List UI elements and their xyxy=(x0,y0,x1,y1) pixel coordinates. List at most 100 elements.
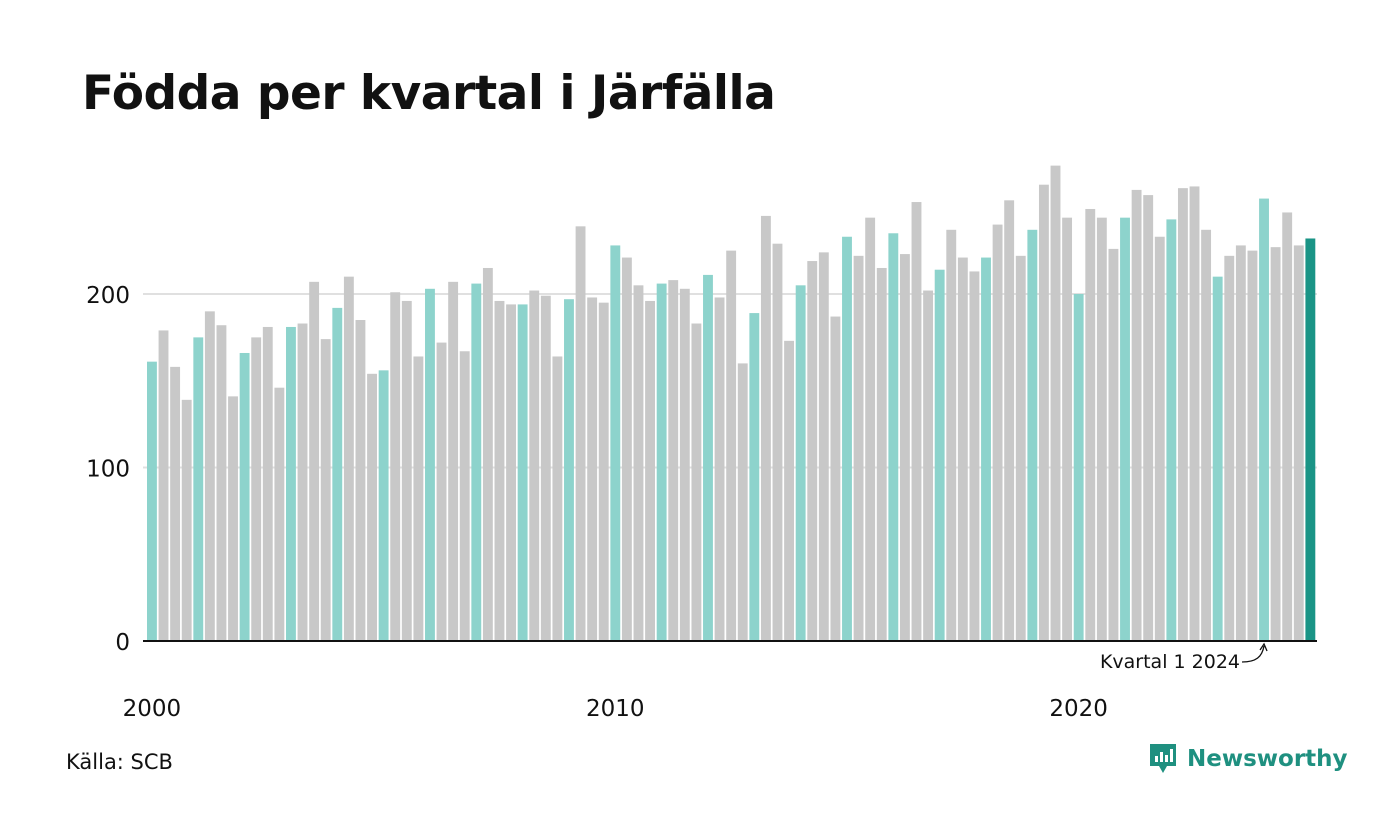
bar xyxy=(274,387,285,641)
bar xyxy=(506,304,516,641)
bar xyxy=(969,271,980,641)
annotation-arrowhead xyxy=(1259,642,1268,652)
bar xyxy=(899,254,910,641)
bar xyxy=(1282,212,1293,641)
bar xyxy=(158,330,169,641)
bar xyxy=(378,370,389,641)
bar xyxy=(343,276,354,641)
bar xyxy=(703,274,713,641)
bar xyxy=(367,373,377,641)
source-note: Källa: SCB xyxy=(66,750,173,774)
bar xyxy=(795,285,806,641)
bar xyxy=(448,281,459,641)
bar xyxy=(239,352,250,641)
bar xyxy=(1108,248,1119,641)
bar xyxy=(737,363,748,641)
bar xyxy=(170,366,181,641)
bar xyxy=(320,339,331,641)
bar xyxy=(668,280,679,641)
bar xyxy=(425,288,435,641)
bar xyxy=(1073,294,1084,641)
bar xyxy=(934,269,945,641)
bar xyxy=(564,299,574,641)
bar xyxy=(1201,229,1212,642)
bar xyxy=(552,356,563,641)
bar xyxy=(853,255,864,641)
bar xyxy=(193,337,204,642)
brand-logo[interactable]: Newsworthy xyxy=(1148,742,1348,776)
bar xyxy=(1027,229,1038,642)
bar xyxy=(633,285,644,641)
bar xyxy=(1224,255,1235,641)
annotation-arrow xyxy=(1242,645,1265,663)
y-tick-label: 0 xyxy=(115,630,130,656)
annotation-label: Kvartal 1 2024 xyxy=(1100,651,1240,673)
bar xyxy=(436,342,447,641)
bar xyxy=(818,252,829,642)
bar xyxy=(401,300,412,641)
bar xyxy=(1305,238,1316,642)
bar xyxy=(749,313,760,641)
bar xyxy=(679,288,690,641)
bar xyxy=(332,307,343,641)
bar xyxy=(587,297,598,641)
bar xyxy=(471,283,482,641)
bar xyxy=(1247,250,1258,642)
bar xyxy=(1293,245,1304,642)
bar xyxy=(216,325,227,641)
bar xyxy=(1212,276,1223,641)
bar xyxy=(286,326,296,641)
bar xyxy=(911,202,922,642)
x-tick-label: 2020 xyxy=(1049,696,1108,722)
bar xyxy=(1270,247,1281,641)
bar xyxy=(691,323,702,641)
bar xyxy=(228,396,238,641)
bar-series xyxy=(147,165,1316,642)
bar xyxy=(517,304,528,641)
bar xyxy=(529,290,540,641)
bar xyxy=(1120,217,1130,641)
bar xyxy=(204,311,215,641)
bar xyxy=(876,267,887,641)
y-tick-label: 100 xyxy=(86,457,130,483)
bar xyxy=(1189,186,1200,641)
bar xyxy=(1085,208,1096,642)
bar xyxy=(946,229,957,642)
bar xyxy=(1004,200,1015,641)
bar xyxy=(923,290,934,641)
bar xyxy=(888,233,899,641)
bar xyxy=(842,236,852,641)
axes: 0 100 200 2000 2010 2020 xyxy=(86,283,1317,722)
bar xyxy=(992,224,1003,641)
bar xyxy=(610,245,621,642)
bar xyxy=(1050,165,1061,642)
bar xyxy=(251,337,262,642)
bar xyxy=(1015,255,1026,641)
bar xyxy=(645,300,655,641)
bar xyxy=(355,320,366,641)
bar xyxy=(1143,195,1154,641)
bar xyxy=(413,356,424,641)
bar xyxy=(760,215,771,642)
bar xyxy=(598,302,609,641)
bar xyxy=(309,281,320,641)
bar xyxy=(1038,184,1049,641)
bar xyxy=(1166,219,1177,641)
bar xyxy=(575,226,586,641)
bar xyxy=(1062,217,1073,641)
annotation: Kvartal 1 2024 xyxy=(1100,642,1268,673)
bar xyxy=(262,326,273,641)
bar xyxy=(957,257,968,641)
bar xyxy=(621,257,632,641)
bar xyxy=(181,399,192,641)
bar xyxy=(1131,189,1142,641)
bar xyxy=(772,243,783,641)
bar xyxy=(494,300,505,641)
newsworthy-logo-icon xyxy=(1150,744,1176,773)
bar xyxy=(981,257,991,641)
bar xyxy=(390,292,401,641)
bar xyxy=(1096,217,1107,641)
bar xyxy=(865,217,876,641)
bar xyxy=(807,261,818,641)
